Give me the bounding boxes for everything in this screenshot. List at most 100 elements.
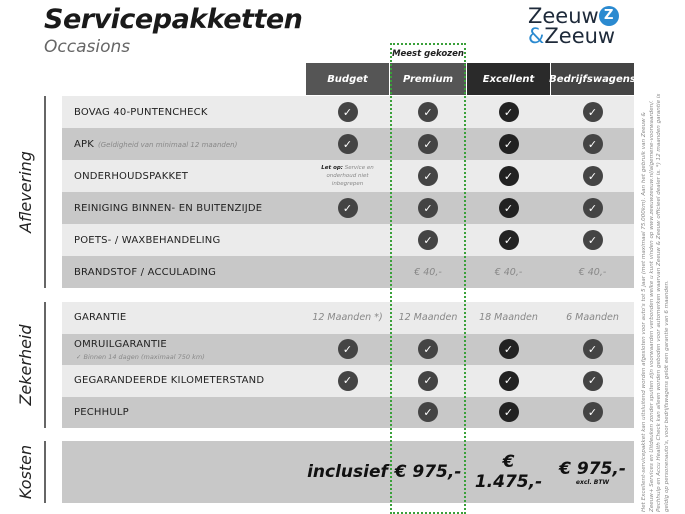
row-note: (Geldigheid van minimaal 12 maanden) xyxy=(98,140,238,149)
page-title: Servicepakketten xyxy=(44,4,303,35)
cell-premium: ✓ xyxy=(390,160,466,192)
table-row: inclusief € 975,- € 1.475,- € 975,- excl. BT… xyxy=(62,441,634,503)
cell-excellent: € 40,- xyxy=(467,256,550,288)
check-icon: ✓ xyxy=(498,134,519,154)
check-icon: ✓ xyxy=(498,198,519,218)
cell-premium: 12 Maanden xyxy=(390,302,466,334)
check-icon: ✓ xyxy=(418,198,438,218)
cell-budget: ✓ xyxy=(306,128,389,160)
column-header-excellent: Excellent xyxy=(467,63,550,95)
cell-bedrijfswagens: ✓ xyxy=(551,128,634,160)
logo-line1: Zeeuw xyxy=(528,4,599,28)
check-icon: ✓ xyxy=(418,166,438,186)
price-value: € 1.475,- xyxy=(474,452,543,492)
row-label: REINIGING BINNEN- EN BUITENZIJDE xyxy=(74,203,262,214)
cell-excellent: ✓ xyxy=(467,160,550,192)
cell-premium: ✓ xyxy=(390,96,466,128)
section-divider xyxy=(44,302,46,428)
section-label-zekerheid: Zekerheid xyxy=(16,324,35,406)
column-header-premium: Premium xyxy=(390,63,466,95)
cell-value: 6 Maanden xyxy=(566,312,619,324)
cell-budget: ✓ xyxy=(306,96,389,128)
cell-bedrijfswagens: 6 Maanden xyxy=(551,302,634,334)
cell-budget xyxy=(306,256,389,288)
row-label: BOVAG 40-PUNTENCHECK xyxy=(74,107,208,118)
row-label: BRANDSTOF / ACCULADING xyxy=(74,267,216,278)
cell-premium: ✓ xyxy=(390,334,466,366)
check-icon: ✓ xyxy=(418,102,438,122)
table-row: GEGARANDEERDE KILOMETERSTAND ✓ ✓ ✓ ✓ xyxy=(62,365,634,397)
price-value: € 975,- xyxy=(559,458,626,479)
page-subtitle: Occasions xyxy=(44,37,131,57)
cell-excellent: 18 Maanden xyxy=(467,302,550,334)
cell-bedrijfswagens: ✓ xyxy=(551,334,634,366)
price-note: excl. BTW xyxy=(575,478,610,486)
table-row: REINIGING BINNEN- EN BUITENZIJDE ✓ ✓ ✓ ✓ xyxy=(62,192,634,224)
footnote: Het Excellent-servicepakket kan uitsluit… xyxy=(641,93,670,512)
row-label: APK (Geldigheid van minimaal 12 maanden) xyxy=(74,139,237,150)
section-divider xyxy=(44,441,46,503)
cell-value: € 40,- xyxy=(578,266,607,278)
cell-value: 18 Maanden xyxy=(479,312,538,324)
most-chosen-label: Meest gekozen xyxy=(392,49,464,59)
row-sub-note: ✓ Binnen 14 dagen (maximaal 750 km) xyxy=(76,352,205,361)
cell-excellent: ✓ xyxy=(467,128,550,160)
table-row: GARANTIE 12 Maanden *) 12 Maanden 18 Maande… xyxy=(62,302,634,334)
cell-premium: € 40,- xyxy=(390,256,466,288)
table-row: PECHHULP ✓ ✓ ✓ xyxy=(62,396,634,429)
cell-budget: inclusief xyxy=(306,441,389,503)
cell-excellent: € 1.475,- xyxy=(467,441,550,503)
section-label-aflevering: Aflevering xyxy=(16,151,35,233)
cell-premium: ✓ xyxy=(390,128,466,160)
column-header-budget: Budget xyxy=(306,63,389,95)
row-label-text: ONDERHOUDSPAKKET xyxy=(74,170,189,182)
row-label-text: GARANTIE xyxy=(74,312,127,324)
cell-value: € 40,- xyxy=(494,266,523,278)
cell-excellent: ✓ xyxy=(467,397,550,429)
table-row: BRANDSTOF / ACCULADING € 40,- € 40,- € 40,- xyxy=(62,256,634,288)
logo-line2: Zeeuw xyxy=(544,24,616,48)
table-row: ✓ Binnen 14 dagen (maximaal 750 km) OMRUI… xyxy=(62,333,634,366)
row-label-text: BRANDSTOF / ACCULADING xyxy=(74,266,217,278)
row-label: GEGARANDEERDE KILOMETERSTAND xyxy=(74,375,264,386)
check-icon: ✓ xyxy=(418,402,438,423)
cell-excellent: ✓ xyxy=(467,334,550,366)
check-icon: ✓ xyxy=(418,370,438,391)
table-row: POETS- / WAXBEHANDELING ✓ ✓ ✓ xyxy=(62,224,634,256)
check-icon: ✓ xyxy=(582,198,603,218)
row-label-text: BOVAG 40-PUNTENCHECK xyxy=(74,106,208,118)
cell-premium: ✓ xyxy=(390,397,466,429)
check-icon: ✓ xyxy=(582,339,603,360)
check-icon: ✓ xyxy=(337,134,358,154)
cell-premium: € 975,- xyxy=(390,441,466,503)
cell-budget xyxy=(306,397,389,429)
cell-budget: 12 Maanden *) xyxy=(306,302,389,334)
section-label-kosten: Kosten xyxy=(16,444,35,500)
check-icon: ✓ xyxy=(337,102,358,122)
table-row: APK (Geldigheid van minimaal 12 maanden) ✓… xyxy=(62,128,634,160)
check-icon: ✓ xyxy=(337,339,358,360)
logo-amp: & xyxy=(528,24,545,48)
row-label-text: PECHHULP xyxy=(74,406,129,418)
cell-bedrijfswagens: € 40,- xyxy=(551,256,634,288)
cell-bedrijfswagens: ✓ xyxy=(551,192,634,224)
row-label: GARANTIE xyxy=(74,312,126,323)
cell-value: 12 Maanden *) xyxy=(312,312,383,324)
check-icon: ✓ xyxy=(582,230,603,250)
column-header-bedrijfswagens: Bedrijfswagens xyxy=(549,63,636,95)
table-row: BOVAG 40-PUNTENCHECK ✓ ✓ ✓ ✓ xyxy=(62,96,634,128)
check-icon: ✓ xyxy=(337,370,358,391)
price-value: € 975,- xyxy=(394,462,462,482)
table-row: ONDERHOUDSPAKKET Let op: Service en onder… xyxy=(62,160,634,192)
row-label: ONDERHOUDSPAKKET xyxy=(74,171,188,182)
row-label-text: APK xyxy=(74,138,95,150)
cell-bedrijfswagens: ✓ xyxy=(551,160,634,192)
check-icon: ✓ xyxy=(498,402,519,423)
cell-excellent: ✓ xyxy=(467,365,550,397)
note-bold: Let op: xyxy=(321,165,343,171)
price-value: inclusief xyxy=(307,462,388,482)
row-label-text: POETS- / WAXBEHANDELING xyxy=(74,234,221,246)
cell-budget: ✓ xyxy=(306,365,389,397)
check-icon: ✓ xyxy=(418,134,438,154)
section-divider xyxy=(44,96,46,288)
